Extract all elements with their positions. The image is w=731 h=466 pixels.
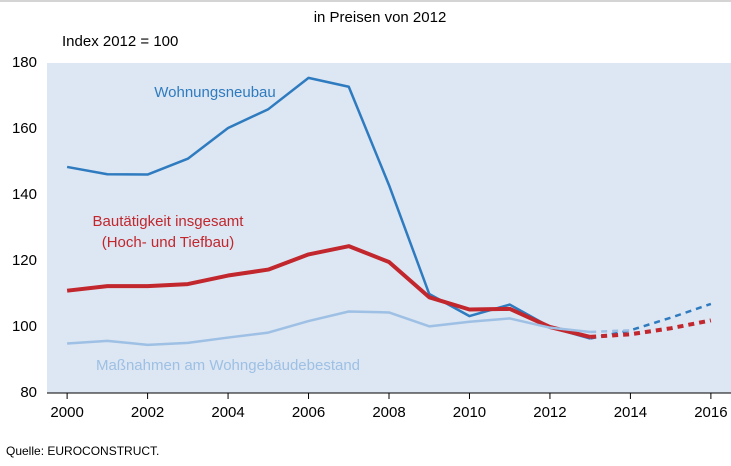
chart-title: in Preisen von 2012	[314, 9, 447, 26]
series-line	[67, 310, 591, 347]
forecast-line	[590, 318, 712, 339]
x-tick-label: 2012	[533, 404, 566, 421]
source: Quelle: EUROCONSTRUCT.	[6, 444, 159, 458]
x-tick-label: 2016	[694, 404, 727, 421]
series-line	[66, 244, 591, 339]
x-tick-label: 2006	[292, 404, 325, 421]
y-tick-label: 80	[20, 384, 37, 401]
y-tick-label: 100	[12, 318, 37, 335]
x-tick-label: 2002	[131, 404, 164, 421]
plot-background	[47, 63, 731, 393]
series-label: Bautätigkeit insgesamt	[93, 213, 245, 230]
x-tick-label: 2014	[614, 404, 647, 421]
y-axis-label: Index 2012 = 100	[62, 33, 178, 50]
series-label: Maßnahmen am Wohngebäudebestand	[96, 357, 360, 374]
y-tick-label: 120	[12, 252, 37, 269]
forecast-line	[589, 302, 712, 340]
x-tick-label: 2010	[453, 404, 486, 421]
series-line	[66, 76, 591, 340]
series-label: Wohnungsneubau	[154, 84, 276, 101]
x-tick-label: 2000	[50, 404, 83, 421]
y-tick-label: 180	[12, 54, 37, 71]
y-tick-label: 140	[12, 186, 37, 203]
x-tick-label: 2008	[372, 404, 405, 421]
x-tick-label: 2004	[211, 404, 244, 421]
series-label: (Hoch- und Tiefbau)	[102, 234, 235, 251]
forecast-line	[590, 329, 631, 334]
y-tick-label: 160	[12, 120, 37, 137]
